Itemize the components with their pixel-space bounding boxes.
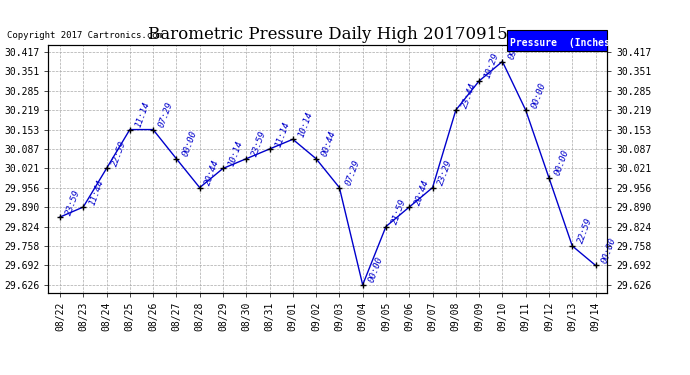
- Text: 00:00: 00:00: [553, 149, 571, 177]
- Text: 10:14: 10:14: [227, 140, 245, 168]
- Text: 00:00: 00:00: [530, 81, 547, 110]
- Text: 07:29: 07:29: [344, 159, 361, 187]
- Text: 20:44: 20:44: [204, 159, 221, 187]
- Text: Copyright 2017 Cartronics.com: Copyright 2017 Cartronics.com: [7, 30, 163, 39]
- Text: 00:00: 00:00: [600, 236, 618, 265]
- Text: 11:44: 11:44: [88, 178, 105, 206]
- Text: 23:29: 23:29: [437, 159, 454, 187]
- Text: Pressure  (Inches/Hg): Pressure (Inches/Hg): [510, 38, 633, 48]
- Text: 10:29: 10:29: [483, 52, 501, 80]
- Title: Barometric Pressure Daily High 20170915: Barometric Pressure Daily High 20170915: [148, 27, 508, 44]
- Text: 20:44: 20:44: [413, 178, 431, 206]
- Text: 00:44: 00:44: [320, 130, 338, 158]
- Text: 10:14: 10:14: [297, 110, 315, 138]
- Text: 23:59: 23:59: [64, 188, 81, 216]
- Text: 11:14: 11:14: [134, 100, 152, 129]
- Text: 23:44: 23:44: [460, 81, 477, 110]
- Text: 11:14: 11:14: [274, 120, 291, 148]
- Text: 09:00: 09:00: [506, 32, 524, 61]
- Text: 00:00: 00:00: [181, 130, 198, 158]
- Text: 22:59: 22:59: [110, 140, 128, 168]
- Text: 21:59: 21:59: [390, 197, 408, 226]
- Text: 23:59: 23:59: [250, 130, 268, 158]
- Text: 00:00: 00:00: [367, 256, 384, 284]
- Text: 07:29: 07:29: [157, 100, 175, 129]
- Text: 22:59: 22:59: [576, 217, 594, 245]
